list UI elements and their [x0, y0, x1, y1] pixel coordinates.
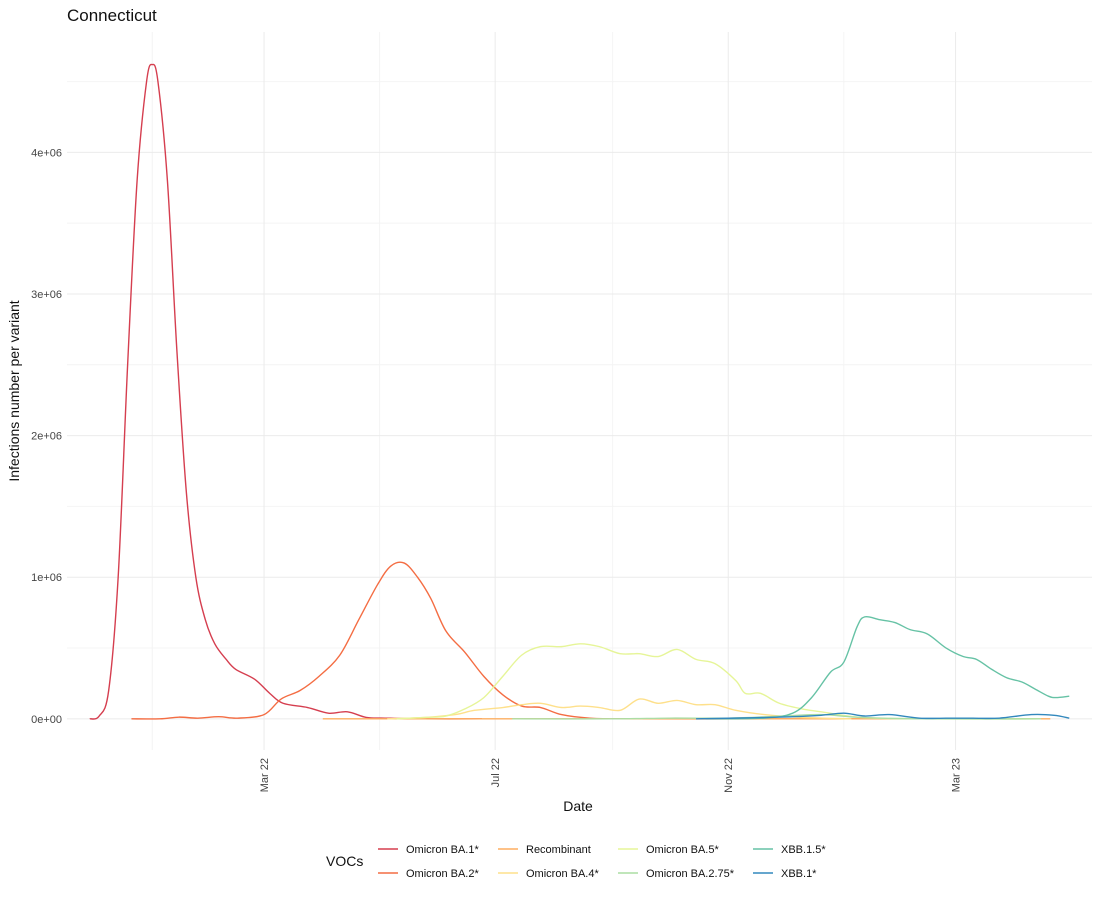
series-line-omicron-ba-4 [387, 698, 852, 720]
legend-label-omicron-ba-4: Omicron BA.4* [526, 868, 599, 880]
x-tick-label: Mar 22 [259, 758, 271, 792]
y-tick-label: 1e+06 [31, 572, 62, 584]
legend-title: VOCs [326, 853, 363, 869]
y-axis-title: Infections number per variant [6, 300, 22, 481]
legend-label-recombinant: Recombinant [526, 844, 591, 856]
y-tick-label: 0e+00 [31, 714, 62, 726]
legend-label-xbb-1: XBB.1* [781, 868, 817, 880]
x-tick-label: Mar 23 [951, 758, 963, 792]
series-line-omicron-ba-2 [131, 561, 880, 720]
grid [67, 32, 1092, 750]
series-line-xbb-1-5 [705, 615, 1070, 720]
y-tick-label: 2e+06 [31, 431, 62, 443]
x-tick-label: Nov 22 [723, 758, 735, 793]
legend-label-xbb-1-5: XBB.1.5* [781, 844, 826, 856]
series-line-omicron-ba-1 [89, 63, 482, 720]
series-layer [89, 63, 1070, 720]
legend-label-omicron-ba-2-75: Omicron BA.2.75* [646, 868, 735, 880]
legend-label-omicron-ba-1: Omicron BA.1* [406, 844, 479, 856]
chart-title: Connecticut [67, 6, 157, 25]
y-tick-label: 4e+06 [31, 147, 62, 159]
y-tick-label: 3e+06 [31, 289, 62, 301]
legend-label-omicron-ba-5: Omicron BA.5* [646, 844, 719, 856]
series-line-omicron-ba-5 [396, 643, 1041, 720]
x-axis-title: Date [563, 798, 593, 814]
x-axis: Mar 22 Jul 22 Nov 22 Mar 23 [259, 758, 963, 793]
legend-label-omicron-ba-2: Omicron BA.2* [406, 868, 479, 880]
legend: VOCs Omicron BA.1* Omicron BA.2* Recombina… [326, 844, 826, 880]
x-tick-label: Jul 22 [490, 758, 502, 787]
series-line-xbb-1 [696, 712, 1070, 720]
y-axis: 0e+00 1e+06 2e+06 3e+06 4e+06 [31, 147, 62, 725]
